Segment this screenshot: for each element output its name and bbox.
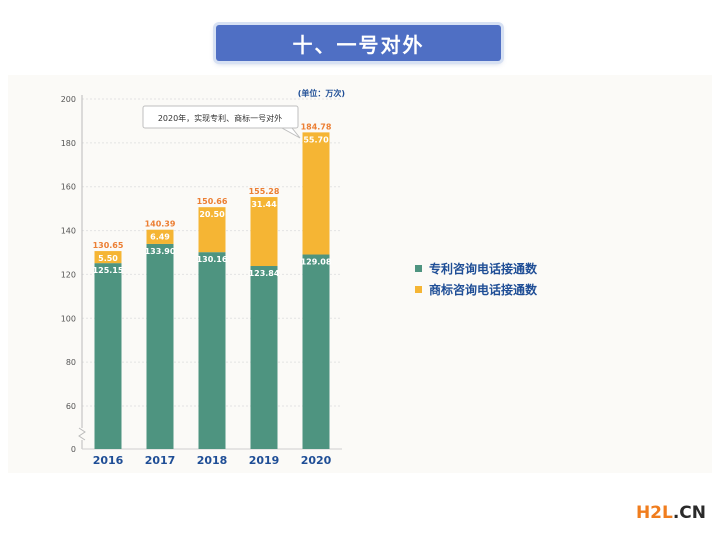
bar-trademark xyxy=(198,207,226,253)
y-tick-label: 140 xyxy=(61,227,76,236)
x-tick-label: 2020 xyxy=(301,454,332,467)
y-tick-label: 200 xyxy=(61,95,76,104)
title-banner: 十、一号对外 xyxy=(216,25,501,61)
y-tick-label: 80 xyxy=(66,358,76,367)
watermark-brand: H2L xyxy=(635,503,673,523)
data-label-trademark: 20.50 xyxy=(199,210,225,219)
legend-label-patent: 专利咨询电话接通数 xyxy=(429,261,538,276)
x-tick-label: 2016 xyxy=(93,454,124,467)
data-label-patent: 130.16 xyxy=(197,255,228,264)
annotation-pointer xyxy=(280,127,301,139)
watermark-logo: H2L.CN xyxy=(636,503,706,523)
data-label-patent: 133.90 xyxy=(145,247,176,256)
data-label-trademark: 31.44 xyxy=(251,200,277,209)
bar-patent xyxy=(250,266,278,449)
bar-trademark xyxy=(302,132,330,255)
bar-patent xyxy=(302,254,330,449)
chart-legend: 专利咨询电话接通数 商标咨询电话接通数 xyxy=(415,259,537,301)
y-tick-label: 160 xyxy=(61,183,76,192)
unit-label: (单位：万次) xyxy=(298,88,345,98)
annotation-text: 2020年，实现专利、商标一号对外 xyxy=(158,113,282,123)
legend-item-patent: 专利咨询电话接通数 xyxy=(415,259,537,277)
y-tick-label: 100 xyxy=(61,314,76,323)
data-label-total: 140.39 xyxy=(145,220,176,229)
data-label-trademark: 6.49 xyxy=(150,233,170,242)
annotation-box xyxy=(142,105,299,129)
data-label-total: 184.78 xyxy=(301,122,332,131)
y-tick-label: 120 xyxy=(61,270,76,279)
data-label-total: 155.28 xyxy=(249,187,280,196)
data-label-total: 130.65 xyxy=(93,241,124,250)
axis-break-mark xyxy=(78,427,86,441)
bar-patent xyxy=(94,263,122,449)
y-tick-label: 60 xyxy=(66,402,76,411)
chart-panel xyxy=(8,75,712,473)
legend-swatch-trademark xyxy=(415,285,422,293)
bar-trademark xyxy=(94,251,122,264)
data-label-patent: 125.15 xyxy=(93,266,124,275)
x-tick-label: 2017 xyxy=(145,454,176,467)
bar-patent xyxy=(198,252,226,449)
data-label-trademark: 55.70 xyxy=(303,135,329,144)
y-tick-label: 0 xyxy=(71,445,76,454)
bar-trademark xyxy=(250,197,278,267)
data-label-trademark: 5.50 xyxy=(98,254,118,263)
watermark-suffix: .CN xyxy=(672,503,706,523)
legend-swatch-patent xyxy=(415,264,422,272)
legend-item-trademark: 商标咨询电话接通数 xyxy=(415,280,537,298)
legend-label-trademark: 商标咨询电话接通数 xyxy=(429,282,538,297)
x-tick-label: 2019 xyxy=(249,454,280,467)
page-title: 十、一号对外 xyxy=(292,32,425,57)
data-label-patent: 129.08 xyxy=(301,258,332,267)
data-label-patent: 123.84 xyxy=(249,269,280,278)
bar-trademark xyxy=(146,229,174,244)
bar-patent xyxy=(146,243,174,449)
y-tick-label: 180 xyxy=(61,139,76,148)
data-label-total: 150.66 xyxy=(197,197,228,206)
x-tick-label: 2018 xyxy=(197,454,228,467)
